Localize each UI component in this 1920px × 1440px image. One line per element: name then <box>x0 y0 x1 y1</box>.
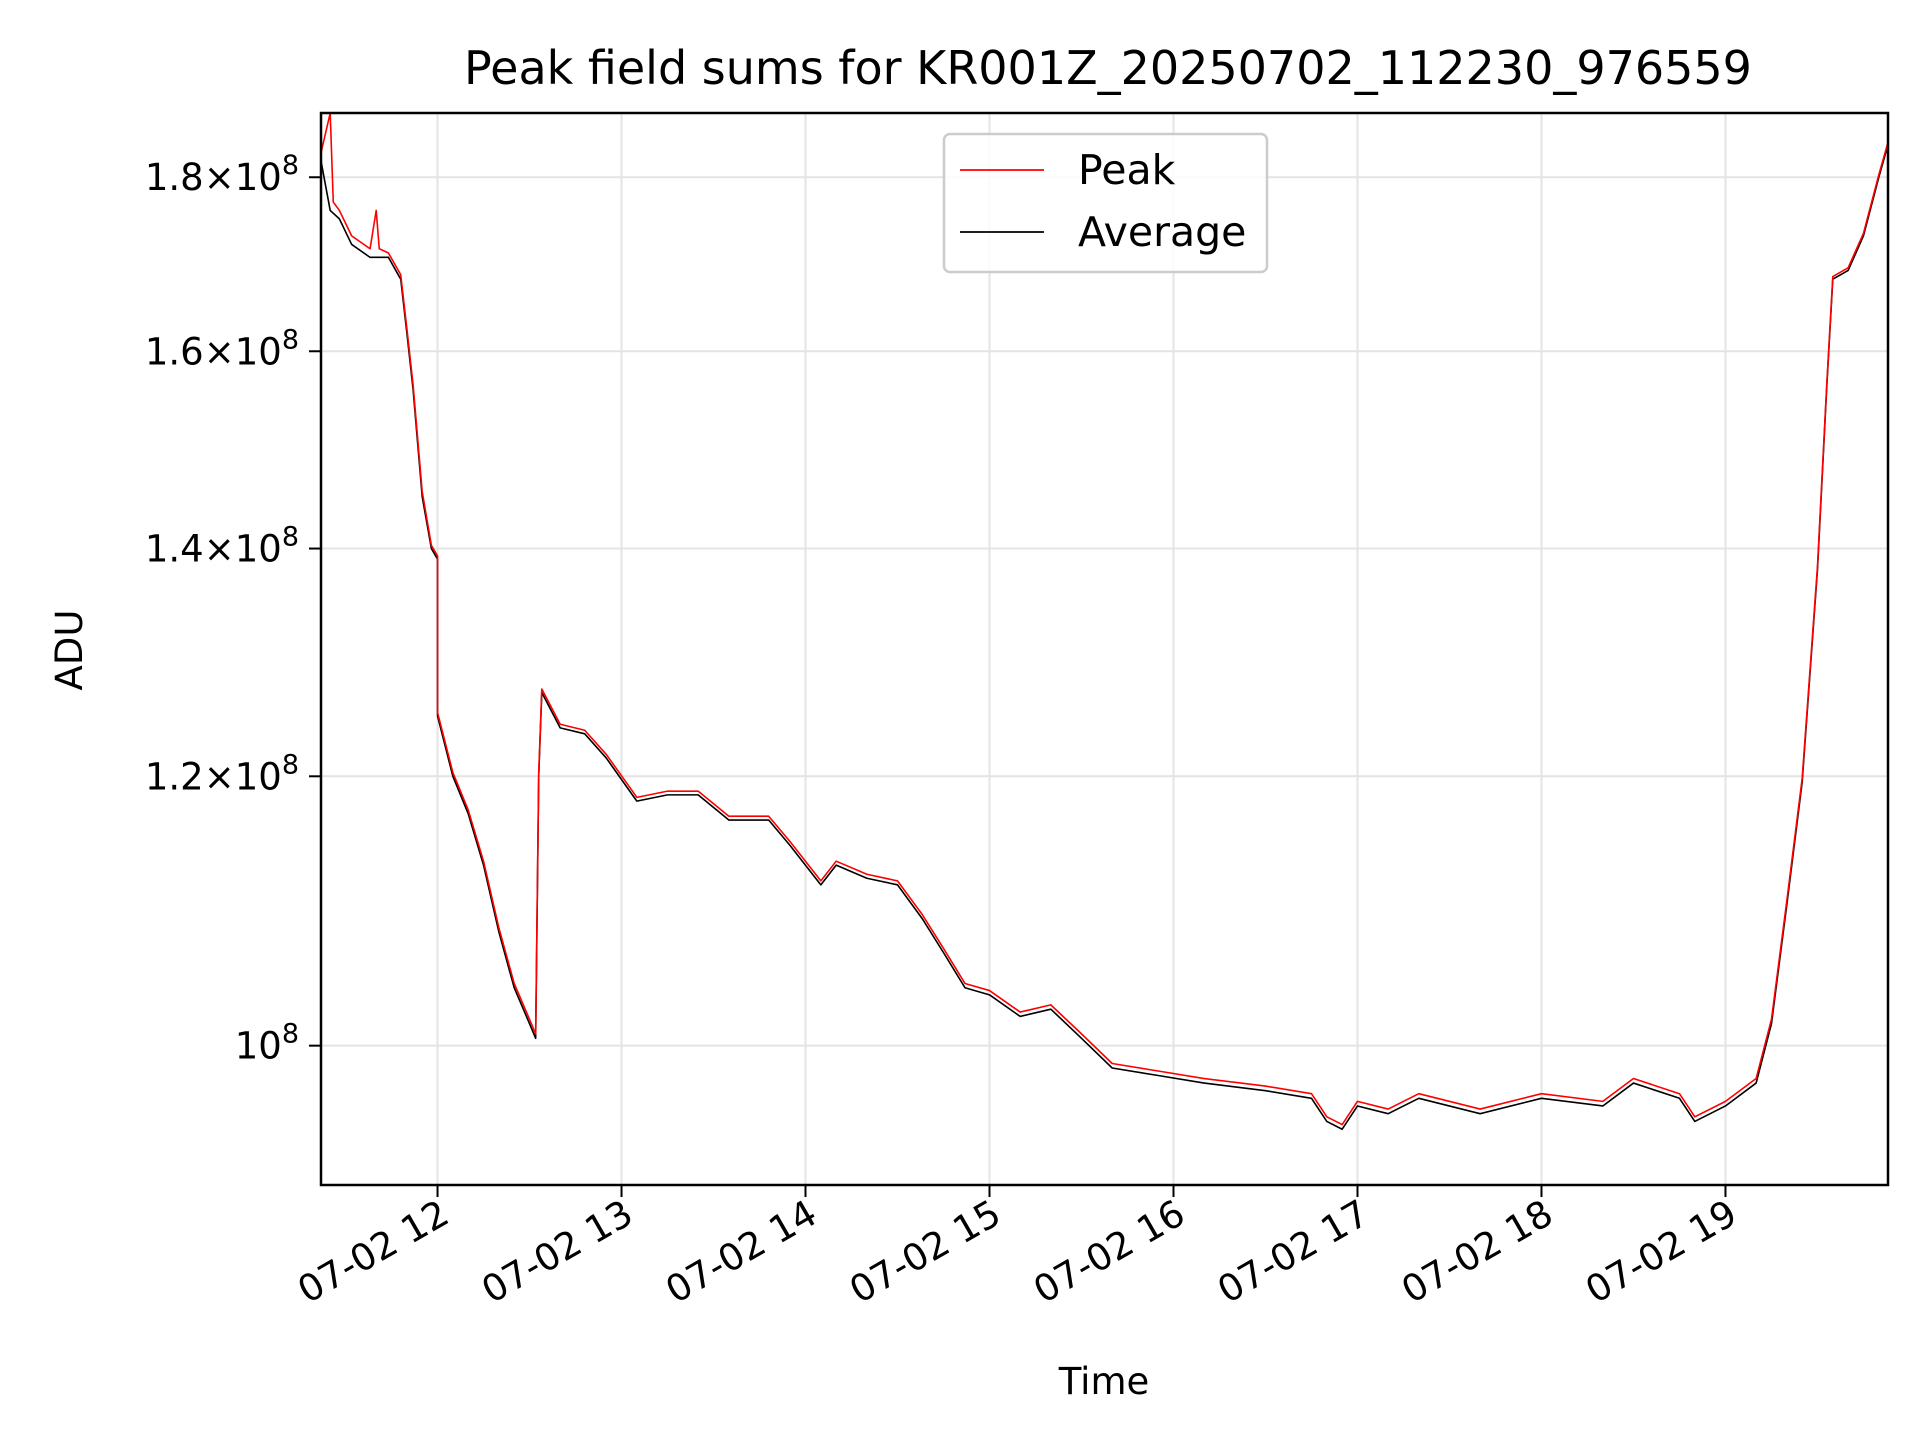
y-tick-label: 1.8×108 <box>145 150 299 199</box>
y-axis-label: ADU <box>48 610 91 691</box>
grid <box>321 113 1888 1185</box>
y-tick-label: 1.6×108 <box>145 324 299 373</box>
series-line-peak <box>320 112 1889 1126</box>
chart-title: Peak field sums for KR001Z_20250702_1122… <box>464 41 1752 95</box>
y-tick-label: 1.2×108 <box>145 749 299 798</box>
y-axis: 108 1.2×108 1.4×108 1.6×108 1.8×108 <box>145 150 321 1068</box>
legend: Peak Average <box>942 132 1269 274</box>
x-axis-label: Time <box>1058 1360 1150 1403</box>
legend-label-average: Average <box>1078 208 1246 256</box>
y-tick-label: 108 <box>235 1019 299 1068</box>
y-tick-label: 1.4×108 <box>145 522 299 571</box>
plot-lines <box>320 112 1889 1131</box>
legend-label-peak: Peak <box>1078 146 1176 194</box>
legend-box <box>942 132 1269 274</box>
plot-frame <box>319 111 1890 1187</box>
